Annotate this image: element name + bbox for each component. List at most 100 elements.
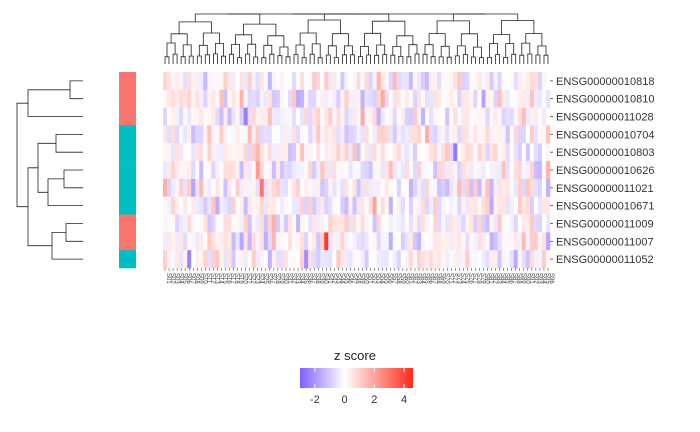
column-label: S36 [306, 273, 312, 284]
heatmap-cell [392, 72, 398, 91]
heatmap-cell [219, 196, 224, 215]
heatmap-cell [255, 89, 261, 108]
heatmap-cell [408, 161, 414, 180]
heatmap-cell [521, 125, 527, 144]
heatmap-cell [219, 125, 224, 144]
heatmap-cell [255, 72, 261, 91]
column-label: S22 [250, 273, 256, 284]
column-label: S57 [391, 273, 397, 284]
column-dendrogram-branch [511, 53, 517, 64]
row-label: ENSG00000010671 [556, 201, 654, 213]
column-dendrogram-branch [535, 54, 541, 64]
heatmap-cell [275, 178, 281, 198]
column-label: S24 [258, 273, 264, 284]
heatmap-cell [352, 72, 357, 91]
column-label: S68 [435, 273, 441, 284]
heatmap-cell [521, 72, 527, 91]
heatmap-cell [187, 178, 192, 198]
heatmap-cell [312, 214, 317, 233]
heatmap-cell [215, 107, 220, 126]
heatmap-cell [223, 178, 228, 198]
heatmap-cell [203, 250, 208, 269]
heatmap-cell [356, 214, 361, 233]
heatmap-cell [183, 107, 188, 126]
heatmap-cell [360, 161, 365, 180]
heatmap-cell [279, 89, 285, 108]
heatmap-cell [227, 250, 232, 269]
heatmap-cell [380, 178, 386, 198]
heatmap-cell [231, 250, 236, 269]
heatmap-cell [437, 107, 442, 126]
heatmap-cell [235, 143, 240, 162]
heatmap-cell [191, 214, 196, 233]
heatmap-cell [489, 178, 494, 198]
heatmap-cell [517, 143, 523, 162]
heatmap-cell [537, 89, 543, 108]
heatmap-cell [541, 107, 547, 126]
heatmap-cell [195, 89, 200, 108]
heatmap-cell [239, 89, 244, 108]
heatmap-cell [167, 214, 172, 233]
heatmap-cell [441, 125, 446, 144]
heatmap-cell [187, 161, 192, 180]
heatmap-cell [368, 196, 373, 215]
heatmap-cell [416, 89, 422, 108]
column-label: S65 [423, 273, 429, 284]
heatmap-cell [489, 125, 494, 144]
column-dendrogram-branch [424, 44, 434, 57]
heatmap-cell [461, 89, 466, 108]
heatmap-cell [453, 89, 458, 108]
heatmap-cell [505, 178, 510, 198]
heatmap-cell [219, 250, 224, 269]
heatmap-cell [263, 125, 269, 144]
column-label: S83 [496, 273, 502, 284]
heatmap-cell [179, 143, 184, 162]
heatmap-cell [461, 125, 466, 144]
heatmap-cell [457, 89, 462, 108]
column-dendrogram-branch [269, 53, 275, 64]
heatmap-cell [195, 72, 200, 91]
heatmap-cell [364, 178, 369, 198]
heatmap-cell [481, 232, 486, 251]
column-label: S14 [217, 273, 223, 284]
heatmap-cell [223, 107, 228, 126]
heatmap-cell [477, 161, 482, 180]
heatmap-cell [465, 161, 470, 180]
heatmap-cell [316, 214, 321, 233]
heatmap-cell [445, 89, 450, 108]
column-dendrogram-branch [376, 44, 386, 56]
heatmap-cell [513, 196, 519, 215]
heatmap-cell [505, 107, 510, 126]
heatmap-cell [425, 250, 430, 269]
heatmap-cell [388, 89, 394, 108]
heatmap-cell [429, 143, 434, 162]
heatmap-cell [356, 196, 361, 215]
heatmap-cell [219, 72, 224, 91]
heatmap-cell [247, 214, 252, 233]
row-label: ENSG00000010818 [556, 76, 654, 88]
heatmap-cell [235, 89, 240, 108]
heatmap-cell [348, 214, 353, 233]
heatmap-cell [477, 250, 482, 269]
heatmap-cell [324, 232, 329, 251]
heatmap-cell [348, 161, 353, 180]
column-label: S33 [294, 273, 300, 284]
heatmap-cell [352, 107, 357, 126]
heatmap-cell [489, 161, 494, 180]
heatmap-cell [167, 161, 172, 180]
heatmap-cell [247, 143, 252, 162]
heatmap-cell [473, 196, 478, 215]
heatmap-cell [465, 107, 470, 126]
heatmap-cell [239, 125, 244, 144]
heatmap-cell [453, 125, 458, 144]
heatmap-cell [239, 196, 244, 215]
heatmap-cell [465, 72, 470, 91]
heatmap-cell [441, 214, 446, 233]
heatmap-cell [163, 178, 168, 198]
heatmap-cell [296, 232, 301, 251]
heatmap-cell [392, 143, 398, 162]
heatmap-cell [461, 232, 466, 251]
heatmap-cell [421, 72, 426, 91]
column-dendrogram [164, 13, 549, 64]
